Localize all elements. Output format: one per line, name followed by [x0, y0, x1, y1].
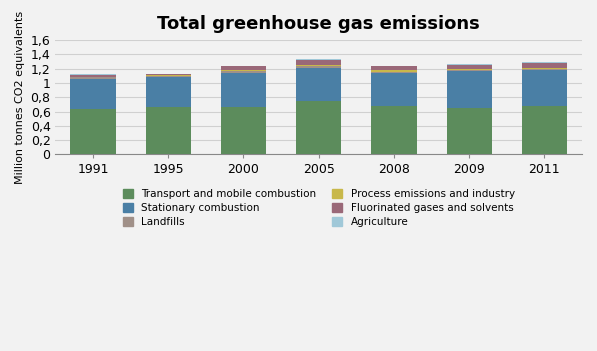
Bar	[296, 68, 341, 101]
Bar	[70, 79, 116, 110]
Bar	[221, 73, 266, 107]
Bar	[70, 78, 116, 79]
Bar	[522, 71, 567, 106]
Bar	[371, 70, 417, 72]
Bar	[447, 108, 492, 154]
Bar	[522, 106, 567, 154]
Bar	[296, 101, 341, 154]
Bar	[221, 66, 266, 70]
Bar	[70, 110, 116, 154]
Bar	[371, 106, 417, 154]
Bar	[371, 73, 417, 106]
Bar	[447, 69, 492, 70]
Bar	[70, 77, 116, 78]
Bar	[221, 70, 266, 72]
Bar	[522, 68, 567, 69]
Bar	[221, 107, 266, 154]
Bar	[146, 75, 191, 76]
Bar	[146, 74, 191, 75]
Bar	[447, 71, 492, 108]
Legend: Transport and mobile combustion, Stationary combustion, Landfills, Process emiss: Transport and mobile combustion, Station…	[118, 185, 519, 232]
Y-axis label: Million tonnes CO2 equivalents: Million tonnes CO2 equivalents	[15, 11, 25, 184]
Bar	[296, 66, 341, 68]
Bar	[146, 76, 191, 77]
Bar	[371, 72, 417, 73]
Bar	[296, 65, 341, 66]
Bar	[522, 62, 567, 68]
Bar	[371, 66, 417, 70]
Bar	[447, 65, 492, 69]
Bar	[70, 74, 116, 75]
Bar	[146, 77, 191, 107]
Bar	[70, 75, 116, 77]
Bar	[447, 64, 492, 65]
Bar	[447, 70, 492, 71]
Bar	[296, 59, 341, 60]
Bar	[146, 107, 191, 154]
Bar	[522, 69, 567, 71]
Bar	[221, 72, 266, 73]
Bar	[296, 60, 341, 65]
Title: Total greenhouse gas emissions: Total greenhouse gas emissions	[158, 15, 480, 33]
